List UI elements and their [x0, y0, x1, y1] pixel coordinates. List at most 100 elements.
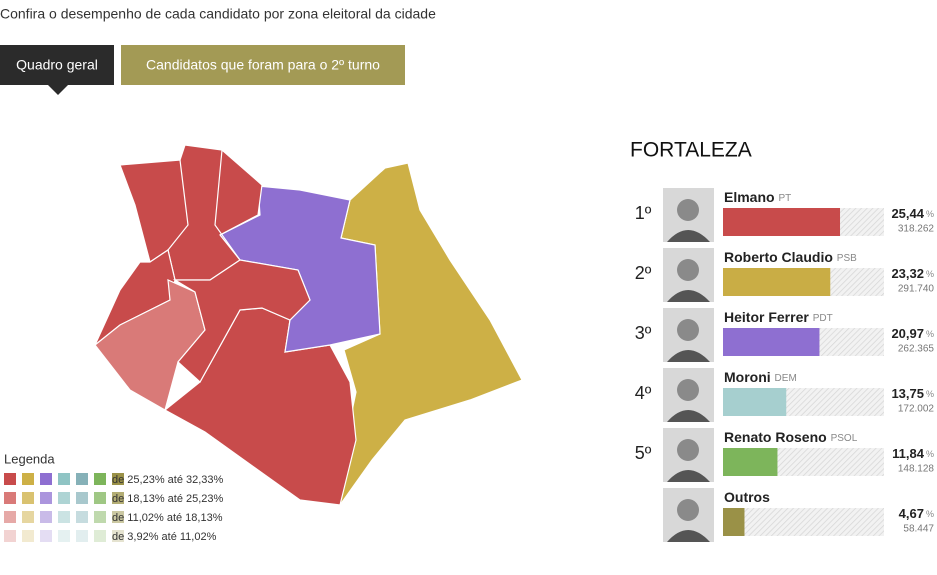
- candidate-name: Outros: [724, 489, 770, 505]
- percent-unit: %: [926, 269, 934, 279]
- candidate-label: Moroni: [724, 369, 771, 385]
- candidate-name: Moroni DEM: [724, 369, 797, 385]
- legend-swatch: [76, 473, 88, 485]
- party: PT: [778, 193, 791, 204]
- photo-body: [667, 230, 710, 242]
- percent-value: 20,97: [891, 326, 924, 341]
- photo-body: [667, 350, 710, 362]
- rank: 5º: [635, 443, 652, 463]
- photo-head: [677, 439, 699, 461]
- tab-pointer: [48, 85, 68, 95]
- percent-unit: %: [926, 509, 934, 519]
- votes: 58.447: [903, 524, 934, 535]
- percent: 25,44%: [891, 206, 934, 221]
- percent-unit: %: [926, 389, 934, 399]
- rank: 2º: [635, 263, 652, 283]
- percent-value: 4,67: [899, 506, 924, 521]
- votes: 172.002: [898, 404, 935, 415]
- percent-value: 13,75: [891, 386, 924, 401]
- candidate-name: Roberto Claudio PSB: [724, 249, 857, 265]
- candidate-label: Renato Roseno: [724, 429, 827, 445]
- tab-label[interactable]: Candidatos que foram para o 2º turno: [146, 57, 380, 73]
- legend-label: de 25,23% até 32,33%: [112, 474, 224, 486]
- legend-swatch: [4, 473, 16, 485]
- tab-active[interactable]: [0, 45, 114, 85]
- photo-head: [677, 199, 699, 221]
- legend-swatch: [58, 473, 70, 485]
- percent: 20,97%: [891, 326, 934, 341]
- party: PSB: [837, 253, 857, 264]
- photo-head: [677, 259, 699, 281]
- legend-label: de 11,02% até 18,13%: [112, 512, 223, 524]
- bar: [723, 388, 787, 416]
- legend-title: Legenda: [4, 451, 55, 466]
- legend-swatch: [4, 511, 16, 523]
- votes: 148.128: [898, 464, 935, 475]
- intro: Confira o desempenho de cada candidato p…: [0, 6, 436, 22]
- legend-swatch: [58, 492, 70, 504]
- bar: [723, 508, 745, 536]
- percent: 23,32%: [891, 266, 934, 281]
- legend-label: de 3,92% até 11,02%: [112, 531, 217, 543]
- legend-label: de 18,13% até 25,23%: [112, 493, 224, 505]
- legend-swatch: [4, 492, 16, 504]
- percent: 4,67%: [899, 506, 934, 521]
- bar: [723, 448, 778, 476]
- candidate-name: Heitor Ferrer PDT: [724, 309, 833, 325]
- legend-swatch: [76, 530, 88, 542]
- percent-value: 11,84: [892, 446, 925, 461]
- zone[interactable]: [339, 162, 523, 508]
- candidate-name: Renato Roseno PSOL: [724, 429, 858, 445]
- legend-swatch: [94, 511, 106, 523]
- legend-swatch: [94, 492, 106, 504]
- rank: 3º: [635, 323, 652, 343]
- percent-unit: %: [926, 449, 934, 459]
- percent-unit: %: [926, 329, 934, 339]
- candidate-label: Roberto Claudio: [724, 249, 833, 265]
- rank: 4º: [635, 383, 652, 403]
- bar: [723, 268, 831, 296]
- percent-unit: %: [926, 209, 934, 219]
- tab-label[interactable]: Quadro geral: [16, 57, 98, 73]
- votes: 318.262: [898, 224, 935, 235]
- legend-swatch: [112, 492, 124, 504]
- rank: 1º: [635, 203, 652, 223]
- legend-swatch: [94, 530, 106, 542]
- legend-swatch: [112, 473, 124, 485]
- photo-body: [667, 290, 710, 302]
- legend-swatch: [40, 511, 52, 523]
- legend: de 25,23% até 32,33% de 18,13% até 25,23%…: [4, 473, 224, 543]
- percent-value: 25,44: [891, 206, 924, 221]
- party: PDT: [813, 313, 833, 324]
- candidate-label: Outros: [724, 489, 770, 505]
- legend-swatch: [22, 473, 34, 485]
- legend-swatch: [76, 511, 88, 523]
- candidate-label: Heitor Ferrer: [724, 309, 809, 325]
- legend-swatch: [4, 530, 16, 542]
- legend-swatch: [112, 511, 124, 523]
- tab[interactable]: [121, 45, 405, 85]
- photo-body: [667, 470, 710, 482]
- votes: 262.365: [898, 344, 935, 355]
- candidate-label: Elmano: [724, 189, 775, 205]
- legend-swatch: [58, 511, 70, 523]
- percent: 11,84%: [892, 446, 934, 461]
- bar: [723, 208, 841, 236]
- photo-head: [677, 499, 699, 521]
- city-title: FORTALEZA: [630, 139, 752, 162]
- photo-head: [677, 319, 699, 341]
- photo-body: [667, 410, 710, 422]
- percent-value: 23,32: [891, 266, 924, 281]
- legend-swatch: [40, 473, 52, 485]
- photo-body: [667, 530, 710, 542]
- candidate-name: Elmano PT: [724, 189, 791, 205]
- legend-swatch: [22, 511, 34, 523]
- votes: 291.740: [898, 284, 935, 295]
- party: PSOL: [831, 433, 858, 444]
- legend-swatch: [22, 492, 34, 504]
- legend-swatch: [76, 492, 88, 504]
- legend-swatch: [58, 530, 70, 542]
- legend-swatch: [22, 530, 34, 542]
- bar-track: [723, 508, 884, 536]
- percent: 13,75%: [891, 386, 934, 401]
